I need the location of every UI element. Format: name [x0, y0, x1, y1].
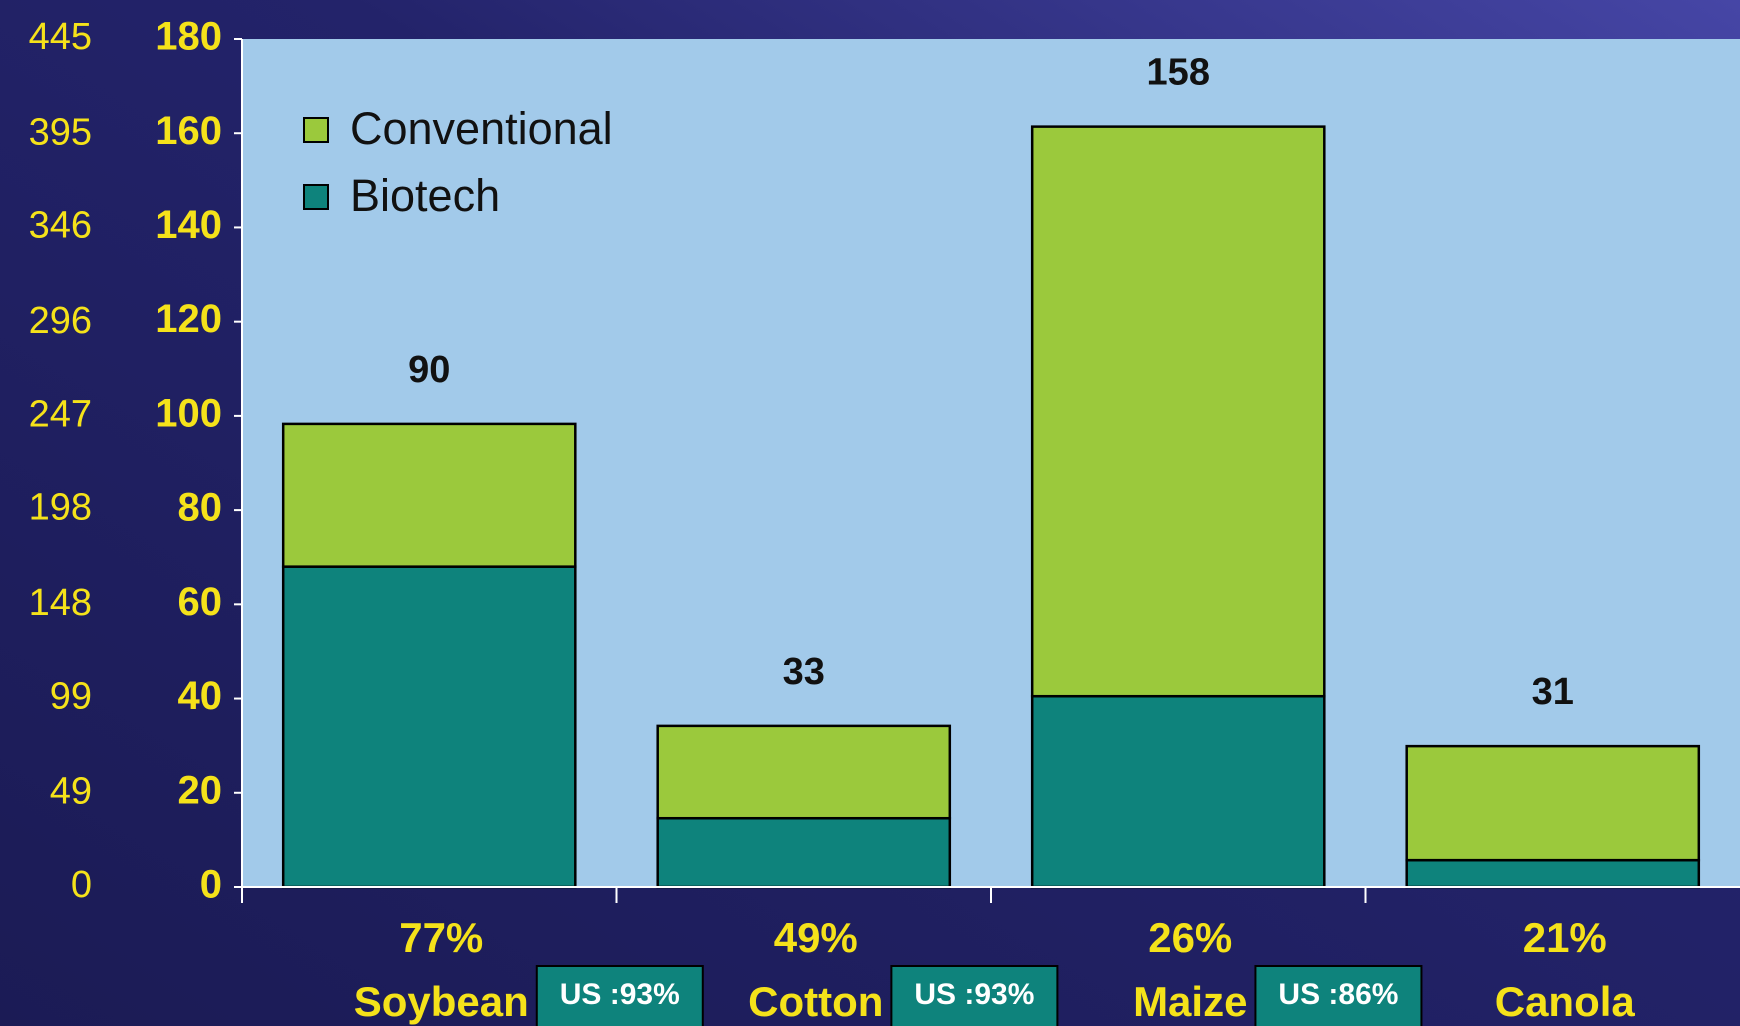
x-tick-label: Soybean: [354, 978, 529, 1025]
x-tick-label: Cotton: [748, 978, 883, 1025]
adoption-label: 26%: [1148, 914, 1232, 961]
y2-tick-label: 247: [29, 393, 92, 435]
y2-tick-label: 346: [29, 205, 92, 247]
y2-tick-label: 198: [29, 487, 92, 529]
y-tick-label: 0: [200, 863, 222, 907]
y-tick-label: 160: [155, 109, 222, 153]
y2-tick-label: 49: [50, 771, 92, 813]
y2-tick-label: 445: [29, 16, 92, 58]
legend-swatch: [303, 184, 329, 210]
y2-tick-label: 0: [71, 864, 92, 906]
y2-tick-label: 148: [29, 582, 92, 624]
legend-label: Biotech: [350, 170, 500, 221]
x-tick-label: Canola: [1495, 978, 1636, 1025]
y-tick-label: 40: [178, 674, 223, 718]
bar-segment: [656, 816, 952, 889]
us-badge: [890, 965, 1059, 1026]
y-tick-label: 80: [178, 486, 223, 530]
bar-segment: [281, 422, 577, 568]
adoption-label: 49%: [774, 914, 858, 961]
total-label: 90: [408, 349, 450, 391]
y-tick-label: 20: [178, 768, 223, 812]
y-tick-label: 180: [155, 15, 222, 59]
adoption-label: 77%: [399, 914, 483, 961]
us-badge: [1254, 965, 1423, 1026]
legend-swatch: [303, 117, 329, 143]
y2-tick-label: 99: [50, 675, 92, 717]
us-badge-label: US :93%: [560, 978, 680, 1011]
legend-label: Conventional: [350, 103, 613, 154]
bar-segment: [1405, 744, 1701, 862]
bar-segment: [281, 565, 577, 889]
total-label: 31: [1532, 671, 1574, 713]
bar-segment: [1405, 858, 1701, 889]
us-badge-label: US :86%: [1278, 978, 1398, 1011]
adoption-label: 21%: [1523, 914, 1607, 961]
y-tick-label: 140: [155, 203, 222, 247]
total-label: 33: [783, 651, 825, 693]
y-tick-label: 100: [155, 391, 222, 435]
y2-tick-label: 296: [29, 300, 92, 342]
bar-segment: [656, 724, 952, 820]
y-tick-label: 120: [155, 297, 222, 341]
us-badge: [535, 965, 704, 1026]
y2-tick-label: 395: [29, 111, 92, 153]
us-badge-label: US :93%: [914, 978, 1034, 1011]
total-label: 158: [1147, 52, 1210, 94]
y-tick-label: 60: [178, 580, 223, 624]
bar-segment: [1030, 694, 1326, 889]
bar-segment: [1030, 125, 1326, 698]
x-tick-label: Maize: [1133, 978, 1247, 1025]
